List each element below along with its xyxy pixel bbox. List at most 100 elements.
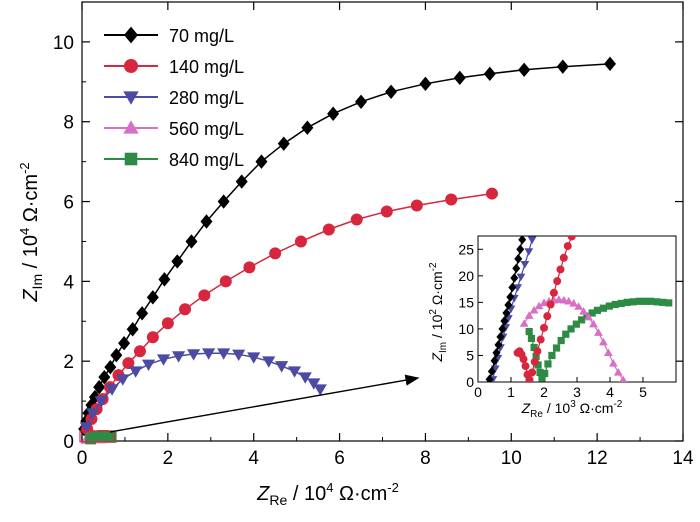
series-0-point [556, 59, 569, 74]
inset-series-3-point [569, 299, 579, 307]
x-tick-label: 2 [163, 448, 174, 469]
series-2-point [307, 378, 321, 390]
inset-x-tick-label: 4 [606, 384, 614, 400]
inset-series-1-point [543, 312, 552, 321]
series-0-point [146, 290, 159, 305]
x-axis-title: ZRe / 104 Ω·cm-2 [256, 480, 399, 508]
legend-marker [124, 152, 138, 166]
inset-series-3-point [579, 306, 588, 315]
inset-series-3-point [613, 368, 623, 376]
inset-series-1-point [563, 242, 572, 251]
inset-series-0-point [500, 316, 509, 326]
series-0-point [126, 322, 139, 337]
series-1-point [179, 303, 192, 316]
x-tick-label: 14 [672, 448, 694, 469]
legend-label: 140 mg/L [169, 57, 244, 77]
inset-series-0-point [504, 300, 513, 310]
inset-y-tick-label: 10 [458, 321, 474, 337]
inset-series-0-point [514, 254, 523, 264]
series-0-point [277, 136, 290, 151]
series-2-point [298, 372, 312, 384]
inset-series-3-point [589, 319, 598, 328]
series-0-point [118, 336, 131, 351]
inset-series-2-point [513, 284, 522, 292]
inset-series-4-point [578, 316, 586, 324]
series-2 [79, 348, 327, 434]
legend-label: 70 mg/L [169, 26, 234, 46]
series-1-point [133, 345, 146, 358]
x-tick-label: 0 [77, 448, 88, 469]
legend-marker [123, 91, 139, 105]
series-2-point [94, 396, 108, 408]
inset-series-4-point [544, 360, 552, 368]
inset-x-axis-title: ZRe / 103 Ω·cm-2 [521, 399, 623, 420]
series-0-point [185, 234, 198, 249]
inset-series-3-point [559, 295, 569, 304]
inset-series-2-point [524, 248, 534, 256]
inset-series-2-point [516, 273, 526, 282]
inset-y-axis-title: ZIm / 102 Ω·cm-2 [428, 262, 449, 363]
series-1-point [322, 223, 335, 236]
series-0-point [136, 306, 149, 321]
x-tick-label: 12 [587, 448, 608, 469]
inset-x-tick-label: 0 [474, 384, 482, 400]
inset-series-1-point [549, 288, 558, 297]
y-axis-title: ZIm / 104 Ω·cm-2 [17, 162, 45, 302]
inset-series-4-point [623, 298, 631, 306]
inset-series-4-point [617, 299, 625, 308]
inset-y-tick-label: 20 [458, 268, 474, 284]
series-2-point [262, 356, 276, 368]
series-2-point [171, 351, 186, 363]
inset-series-1-point [556, 265, 565, 274]
y-tick-label: 0 [63, 432, 74, 453]
series-0-point [419, 76, 432, 92]
inset-series-0-point [494, 340, 503, 350]
inset-series-4-point [588, 309, 596, 317]
series-0-point [104, 359, 117, 375]
inset-series-4-point [659, 298, 667, 306]
x-tick-label: 4 [248, 448, 259, 469]
inset-series-4-point [593, 306, 602, 314]
inset-series-4-point [538, 374, 546, 382]
series-1-point [485, 187, 498, 200]
series-0-point [200, 214, 213, 229]
inset-x-tick-label: 5 [639, 384, 647, 400]
inset-series-4-point [525, 327, 533, 336]
inset-series-group [485, 236, 673, 382]
series-2-point [156, 354, 171, 366]
series-2-point [313, 384, 327, 396]
inset-x-tick-label: 3 [573, 384, 581, 400]
x-tick-label: 10 [501, 448, 522, 469]
inset-series-4-point [527, 334, 536, 343]
inset-series-1-point [528, 368, 537, 377]
inset-series-1-point [533, 347, 542, 356]
series-0-point [385, 84, 398, 99]
inset-series-2-point [527, 236, 537, 245]
legend-label: 840 mg/L [169, 150, 244, 170]
series-1-point [146, 331, 159, 344]
legend-label: 280 mg/L [169, 88, 244, 108]
inset-series-4-point [552, 344, 561, 352]
inset-series-4-point [536, 368, 544, 377]
inset-series-3-point [534, 301, 544, 310]
inset-series-4-point [647, 297, 655, 305]
inset-series-0-point [506, 292, 515, 302]
legend-marker [123, 120, 139, 134]
inset-series-2-point [520, 260, 530, 269]
series-2-point [202, 348, 216, 360]
zoom-region-box [79, 430, 115, 443]
series-1-point [243, 261, 256, 274]
inset-series-0-point [508, 282, 517, 293]
series-1-point [445, 193, 458, 206]
legend-marker [124, 59, 138, 73]
inset-y-tick-label: 15 [458, 294, 474, 310]
inset-series-3-point [574, 302, 584, 310]
inset-series-4-point [562, 330, 570, 338]
series-1-point [122, 357, 135, 370]
x-tick-label: 8 [420, 448, 431, 469]
inset-series-1-point [559, 253, 568, 262]
inset-series-4-point [629, 298, 637, 306]
series-1-point [269, 247, 282, 260]
series-2-point [116, 374, 130, 386]
